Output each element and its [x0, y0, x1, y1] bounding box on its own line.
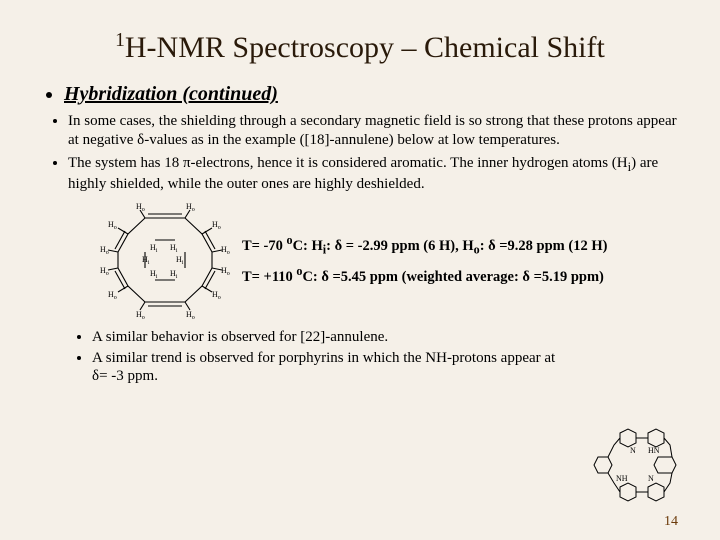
ho-label: Ho [186, 202, 195, 213]
bullet-3: A similar behavior is observed for [22]-… [92, 328, 572, 347]
ho-label: Ho [212, 220, 221, 231]
nmr-line-2: T= +110 oC: δ =5.45 ppm (weighted averag… [242, 261, 607, 290]
nmr-line-1: T= -70 oC: Hi: δ = -2.99 ppm (6 H), Ho: … [242, 230, 607, 261]
slide-title: 1H-NMR Spectroscopy – Chemical Shift [40, 30, 680, 65]
hi-label: Hi [142, 255, 150, 266]
bullet-1: In some cases, the shielding through a s… [68, 112, 680, 150]
ho-label: Ho [100, 266, 109, 277]
ho-label: Ho [108, 220, 117, 231]
sub-list-2: A similar behavior is observed for [22]-… [40, 328, 680, 386]
page-number: 14 [664, 514, 678, 530]
structure-row: Ho Ho Ho Ho Ho Ho Ho Ho Ho Ho Ho Ho Hi H… [100, 200, 680, 320]
annulene-structure: Ho Ho Ho Ho Ho Ho Ho Ho Ho Ho Ho Ho Hi H… [100, 200, 230, 320]
title-text: H-NMR Spectroscopy – Chemical Shift [125, 31, 605, 64]
n-label: N [648, 474, 654, 483]
title-superscript: 1 [115, 30, 125, 51]
ho-label: Ho [186, 310, 195, 320]
ho-label: Ho [136, 310, 145, 320]
hi-label: Hi [170, 243, 178, 254]
nh-label: NH [616, 474, 628, 483]
bullet-4: A similar trend is observed for porphyri… [92, 349, 572, 387]
ho-label: Ho [212, 290, 221, 301]
porphyrin-structure: N HN NH N [590, 425, 680, 510]
ho-label: Ho [100, 245, 109, 256]
hn-label: HN [648, 446, 660, 455]
top-list: Hybridization (continued) [40, 83, 680, 106]
hi-label: Hi [150, 243, 158, 254]
n-label: N [630, 446, 636, 455]
hi-label: Hi [170, 269, 178, 280]
bottom-section: A similar behavior is observed for [22]-… [40, 328, 680, 386]
hi-label: Hi [150, 269, 158, 280]
ho-label: Ho [108, 290, 117, 301]
ho-label: Ho [221, 266, 230, 277]
ho-label: Ho [221, 245, 230, 256]
sub-list: In some cases, the shielding through a s… [40, 112, 680, 194]
section-heading: Hybridization (continued) [64, 83, 680, 106]
hi-label: Hi [176, 255, 184, 266]
bullet-2: The system has 18 π-electrons, hence it … [68, 154, 680, 194]
nmr-data-text: T= -70 oC: Hi: δ = -2.99 ppm (6 H), Ho: … [242, 230, 607, 290]
